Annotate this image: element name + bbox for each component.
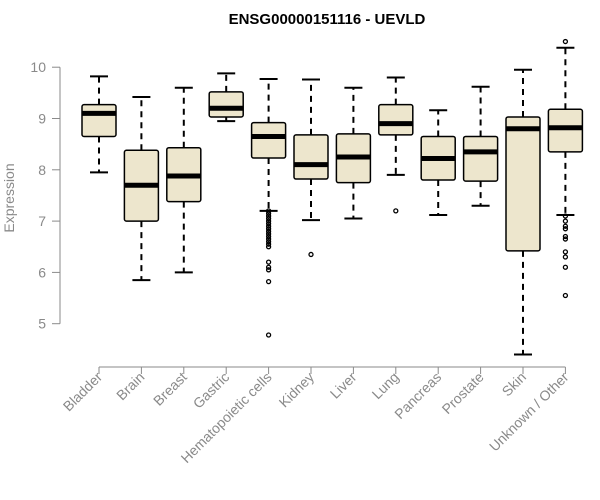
- x-tick-label: Unknown / Other: [486, 369, 572, 455]
- outlier-point: [265, 213, 272, 219]
- outlier-point: [562, 236, 569, 242]
- box-kidney: [293, 78, 329, 258]
- outlier-point: [308, 251, 314, 258]
- outlier-point: [265, 223, 272, 229]
- outlier-point: [265, 267, 272, 273]
- box-brain: [123, 95, 160, 282]
- x-tick-label: Lung: [369, 369, 402, 402]
- outlier-point: [265, 238, 272, 245]
- outlier-point: [265, 278, 272, 285]
- y-tick-label: 6: [38, 264, 46, 280]
- outlier-point: [562, 213, 569, 219]
- box-skin: [505, 68, 541, 356]
- y-tick-label: 7: [38, 213, 46, 229]
- iqr-box: [250, 121, 287, 159]
- outlier-point: [562, 292, 569, 299]
- iqr-box: [293, 134, 329, 180]
- x-tick-label: Kidney: [276, 369, 318, 411]
- axes: 5 6 7 8 9 10: [30, 59, 566, 374]
- outlier-point: [265, 215, 272, 222]
- outlier-point: [265, 226, 272, 232]
- box-unknown-other: [547, 38, 584, 299]
- iqr-box: [81, 103, 117, 138]
- x-tick-label: Liver: [327, 369, 360, 402]
- outlier-point: [562, 264, 569, 270]
- box-bladder: [81, 75, 117, 174]
- outlier-point: [265, 259, 272, 265]
- x-tick-label: Skin: [499, 369, 530, 400]
- iqr-box: [547, 108, 584, 153]
- x-tick-label: Breast: [150, 369, 190, 409]
- iqr-box: [462, 135, 499, 182]
- outlier-point: [265, 218, 272, 224]
- chart-title: ENSG00000151116 - UEVLD: [229, 11, 426, 28]
- outlier-point: [265, 231, 272, 237]
- box-pancreas: [420, 109, 456, 216]
- box-prostate: [462, 85, 499, 207]
- x-tick-label: Prostate: [439, 369, 487, 417]
- box-gastric: [208, 72, 244, 123]
- y-axis-label: Expression: [1, 163, 17, 232]
- outlier-point: [265, 264, 272, 270]
- y-tick-label: 9: [38, 111, 46, 127]
- box-breast: [166, 86, 202, 274]
- outlier-point: [265, 241, 272, 247]
- outlier-point: [265, 332, 272, 338]
- outlier-point: [562, 218, 569, 224]
- x-tick-label: Brain: [113, 369, 147, 403]
- outlier-point: [265, 228, 272, 235]
- y-tick-label: 5: [38, 316, 46, 332]
- outlier-point: [265, 210, 272, 217]
- outlier-point: [562, 249, 569, 255]
- x-tick-label: Pancreas: [391, 369, 444, 422]
- iqr-box: [208, 91, 244, 118]
- outlier-point: [265, 221, 272, 227]
- iqr-box: [378, 103, 414, 136]
- outlier-point: [562, 233, 569, 240]
- outlier-point: [562, 226, 569, 232]
- y-tick-label: 10: [30, 59, 46, 75]
- outlier-point: [265, 208, 272, 214]
- outlier-point: [265, 236, 272, 242]
- box-lung: [378, 76, 414, 214]
- y-tick-label: 8: [38, 162, 46, 178]
- boxes: [81, 38, 584, 356]
- outlier-point: [562, 254, 569, 260]
- iqr-box: [505, 116, 541, 252]
- outlier-point: [562, 223, 569, 229]
- x-tick-label: Bladder: [60, 369, 106, 415]
- box-hematopoietic-cells: [250, 77, 287, 338]
- outlier-point: [562, 38, 569, 45]
- outlier-point: [265, 233, 272, 240]
- outlier-point: [393, 208, 399, 214]
- outlier-point: [265, 244, 272, 250]
- box-liver: [335, 86, 372, 220]
